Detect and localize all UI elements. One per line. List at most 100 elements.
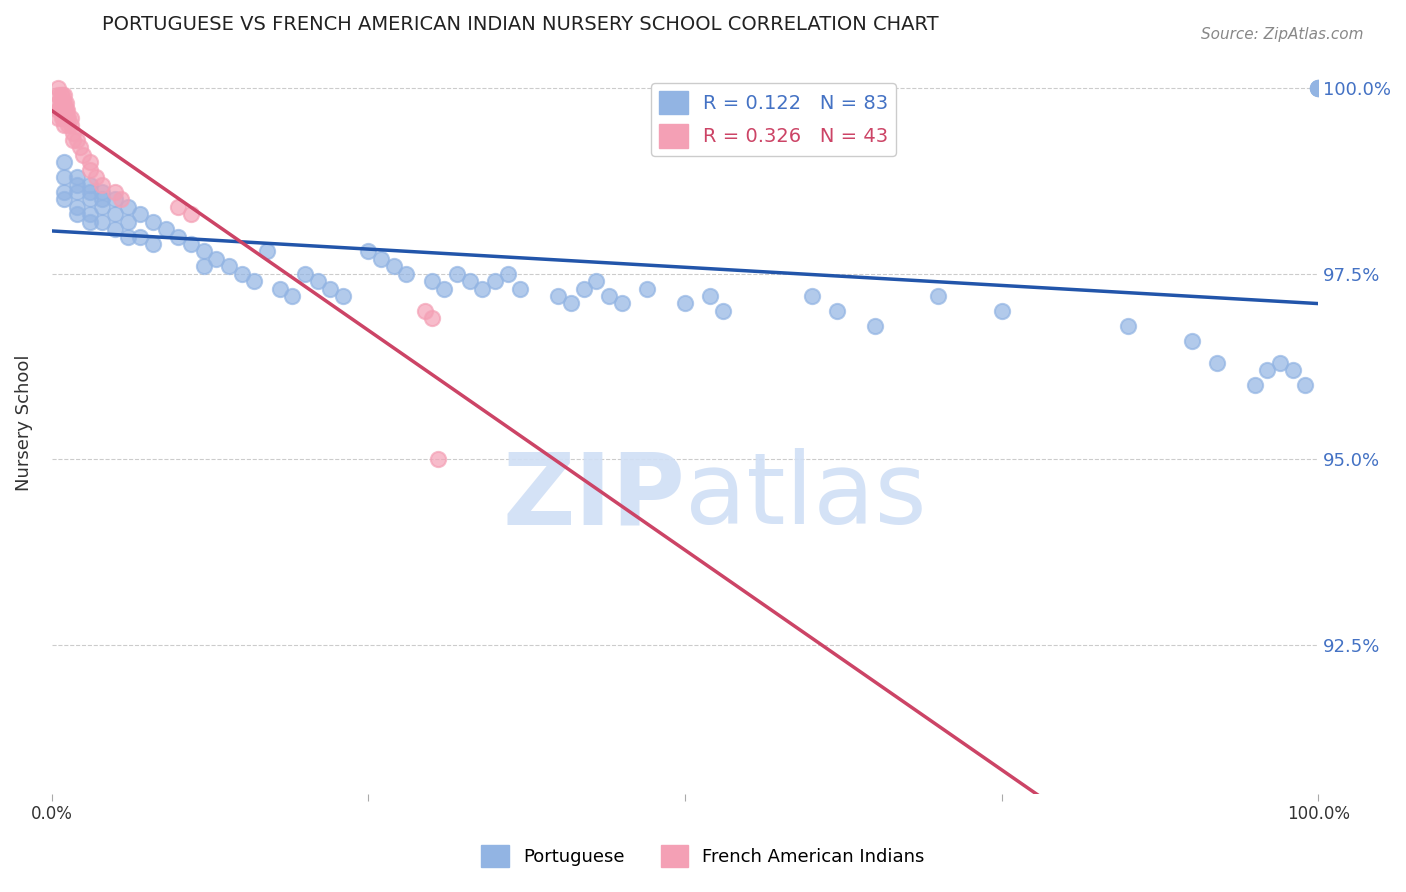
Y-axis label: Nursery School: Nursery School	[15, 354, 32, 491]
Point	[66, 200, 89, 214]
Point	[610, 296, 633, 310]
Point	[927, 289, 949, 303]
Point	[46, 111, 69, 125]
Point	[142, 237, 165, 252]
Point	[104, 207, 127, 221]
Point	[46, 88, 69, 103]
Point	[332, 289, 354, 303]
Point	[395, 267, 418, 281]
Point	[357, 244, 380, 259]
Point	[46, 103, 69, 118]
Point	[446, 267, 468, 281]
Point	[415, 303, 437, 318]
Point	[1243, 378, 1265, 392]
Point	[91, 200, 114, 214]
Point	[420, 311, 443, 326]
Point	[66, 207, 89, 221]
Point	[167, 200, 190, 214]
Point	[281, 289, 304, 303]
Point	[1205, 356, 1227, 370]
Point	[1308, 81, 1330, 95]
Point	[49, 88, 72, 103]
Point	[370, 252, 392, 266]
Point	[231, 267, 253, 281]
Point	[155, 222, 177, 236]
Text: PORTUGUESE VS FRENCH AMERICAN INDIAN NURSERY SCHOOL CORRELATION CHART: PORTUGUESE VS FRENCH AMERICAN INDIAN NUR…	[103, 15, 939, 34]
Point	[1116, 318, 1139, 333]
Point	[56, 111, 79, 125]
Point	[382, 259, 405, 273]
Point	[91, 215, 114, 229]
Point	[53, 111, 76, 125]
Point	[51, 95, 73, 110]
Point	[58, 111, 80, 125]
Point	[53, 118, 76, 132]
Point	[243, 274, 266, 288]
Point	[104, 193, 127, 207]
Point	[79, 155, 101, 169]
Point	[294, 267, 316, 281]
Text: Source: ZipAtlas.com: Source: ZipAtlas.com	[1201, 27, 1364, 42]
Point	[53, 95, 76, 110]
Point	[52, 103, 75, 118]
Point	[51, 111, 73, 125]
Point	[990, 303, 1012, 318]
Point	[471, 281, 494, 295]
Point	[205, 252, 228, 266]
Point	[509, 281, 531, 295]
Point	[59, 118, 82, 132]
Point	[66, 170, 89, 185]
Point	[66, 133, 89, 147]
Point	[673, 296, 696, 310]
Point	[51, 88, 73, 103]
Point	[49, 103, 72, 118]
Point	[53, 193, 76, 207]
Point	[53, 88, 76, 103]
Point	[484, 274, 506, 288]
Point	[598, 289, 620, 303]
Point	[420, 274, 443, 288]
Point	[46, 81, 69, 95]
Point	[560, 296, 582, 310]
Point	[269, 281, 291, 295]
Point	[84, 170, 107, 185]
Point	[547, 289, 569, 303]
Point	[79, 185, 101, 199]
Point	[104, 222, 127, 236]
Point	[69, 140, 91, 154]
Point	[79, 207, 101, 221]
Point	[1308, 81, 1330, 95]
Point	[129, 207, 152, 221]
Point	[636, 281, 658, 295]
Point	[62, 133, 84, 147]
Point	[59, 111, 82, 125]
Point	[91, 178, 114, 192]
Point	[433, 281, 456, 295]
Legend: R = 0.122   N = 83, R = 0.326   N = 43: R = 0.122 N = 83, R = 0.326 N = 43	[651, 83, 896, 155]
Point	[66, 178, 89, 192]
Point	[427, 452, 450, 467]
Point	[110, 193, 132, 207]
Point	[307, 274, 329, 288]
Legend: Portuguese, French American Indians: Portuguese, French American Indians	[474, 838, 932, 874]
Point	[180, 237, 202, 252]
Point	[58, 118, 80, 132]
Point	[55, 103, 77, 118]
Point	[79, 178, 101, 192]
Point	[53, 185, 76, 199]
Point	[256, 244, 278, 259]
Point	[711, 303, 734, 318]
Point	[49, 95, 72, 110]
Point	[79, 215, 101, 229]
Point	[53, 103, 76, 118]
Point	[319, 281, 342, 295]
Point	[104, 185, 127, 199]
Point	[79, 193, 101, 207]
Point	[142, 215, 165, 229]
Point	[1256, 363, 1278, 377]
Point	[117, 229, 139, 244]
Point	[66, 185, 89, 199]
Point	[1281, 363, 1303, 377]
Text: atlas: atlas	[685, 448, 927, 545]
Point	[51, 103, 73, 118]
